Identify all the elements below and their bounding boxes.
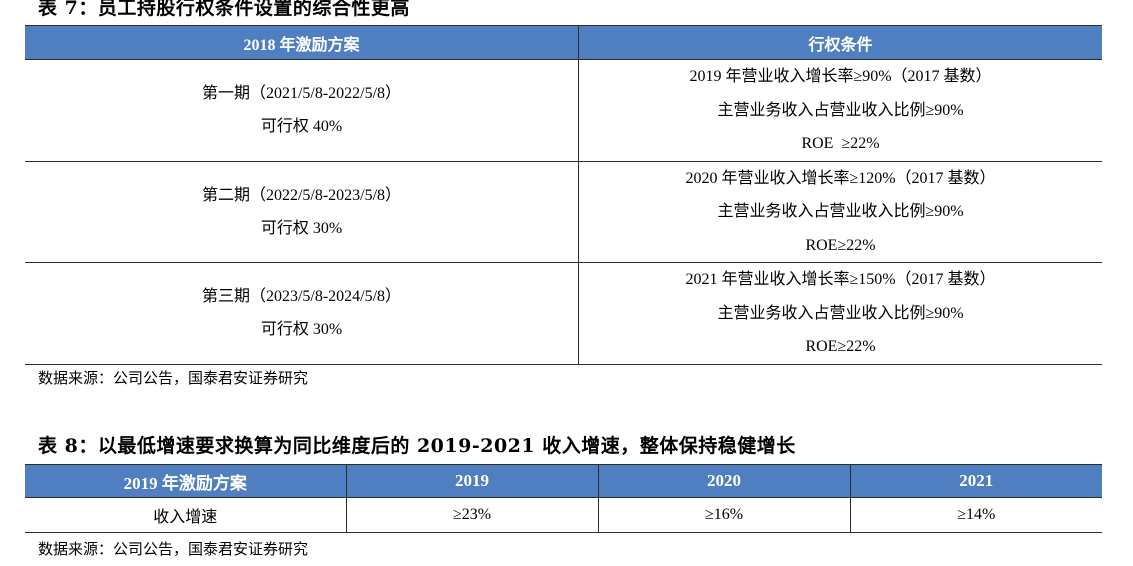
table-7-source-note: 数据来源：公司公告，国泰君安证券研究	[38, 369, 309, 387]
growth-value-2020: ≥16%	[598, 497, 851, 533]
exercise-ratio: 可行权 30%	[260, 321, 343, 339]
period-label: 第一期（2021/5/8-2022/5/8）	[201, 85, 402, 103]
condition-revenue-growth: 2021 年营业收入增长率≥150%（2017 基数）	[685, 271, 996, 288]
conditions-cell: 2021 年营业收入增长率≥150%（2017 基数） 主营业务收入占营业收入比…	[578, 262, 1102, 365]
header-year-2021: 2021	[850, 464, 1102, 498]
period-label: 第三期（2023/5/8-2024/5/8）	[201, 288, 402, 306]
condition-revenue-growth: 2020 年营业收入增长率≥120%（2017 基数）	[685, 169, 996, 187]
table-7-title: 表 7：员工持股行权条件设置的综合性更高	[38, 0, 410, 19]
growth-value-2019: ≥23%	[346, 497, 599, 533]
header-year-2020: 2020	[598, 464, 851, 498]
table-row: 收入增速 ≥23% ≥16% ≥14%	[25, 497, 1102, 533]
condition-main-business-ratio: 主营业务收入占营业收入比例≥90%	[717, 101, 964, 119]
period-label: 第二期（2022/5/8-2023/5/8）	[201, 186, 402, 204]
table-header-row: 2019 年激励方案 2019 2020 2021	[25, 464, 1102, 498]
exercise-ratio: 可行权 40%	[260, 118, 343, 136]
exercise-ratio: 可行权 30%	[260, 219, 343, 237]
conditions-cell: 2020 年营业收入增长率≥120%（2017 基数） 主营业务收入占营业收入比…	[578, 161, 1102, 263]
period-cell: 第一期（2021/5/8-2022/5/8） 可行权 40%	[25, 59, 579, 162]
condition-main-business-ratio: 主营业务收入占营业收入比例≥90%	[717, 203, 964, 220]
growth-value-2021: ≥14%	[850, 497, 1102, 533]
conditions-cell: 2019 年营业收入增长率≥90%（2017 基数） 主营业务收入占营业收入比例…	[578, 59, 1102, 162]
period-cell: 第三期（2023/5/8-2024/5/8） 可行权 30%	[25, 262, 579, 365]
revenue-growth-table: 2019 年激励方案 2019 2020 2021 收入增速 ≥23% ≥16%…	[25, 464, 1102, 533]
table-row: 第二期（2022/5/8-2023/5/8） 可行权 30% 2020 年营业收…	[25, 161, 1102, 263]
header-year-2019: 2019	[346, 464, 599, 498]
table-8-title: 表 8：以最低增速要求换算为同比维度后的 2019-2021 收入增速，整体保持…	[38, 435, 796, 457]
row-label-revenue-growth: 收入增速	[25, 497, 347, 533]
condition-main-business-ratio: 主营业务收入占营业收入比例≥90%	[717, 304, 964, 322]
table-row: 第一期（2021/5/8-2022/5/8） 可行权 40% 2019 年营业收…	[25, 59, 1102, 162]
period-cell: 第二期（2022/5/8-2023/5/8） 可行权 30%	[25, 161, 579, 263]
header-incentive-plan: 2019 年激励方案	[25, 464, 347, 498]
condition-revenue-growth: 2019 年营业收入增长率≥90%（2017 基数）	[689, 68, 992, 85]
condition-roe: ROE≥22%	[805, 338, 876, 355]
header-exercise-conditions: 行权条件	[578, 25, 1102, 60]
table-header-row: 2018 年激励方案 行权条件	[25, 25, 1102, 60]
header-incentive-plan: 2018 年激励方案	[25, 25, 579, 60]
condition-roe: ROE≥22%	[805, 236, 876, 254]
exercise-conditions-table: 2018 年激励方案 行权条件 第一期（2021/5/8-2022/5/8） 可…	[25, 25, 1102, 365]
table-8-source-note: 数据来源：公司公告，国泰君安证券研究	[38, 540, 309, 558]
table-row: 第三期（2023/5/8-2024/5/8） 可行权 30% 2021 年营业收…	[25, 262, 1102, 365]
condition-roe: ROE ≥22%	[801, 135, 880, 152]
